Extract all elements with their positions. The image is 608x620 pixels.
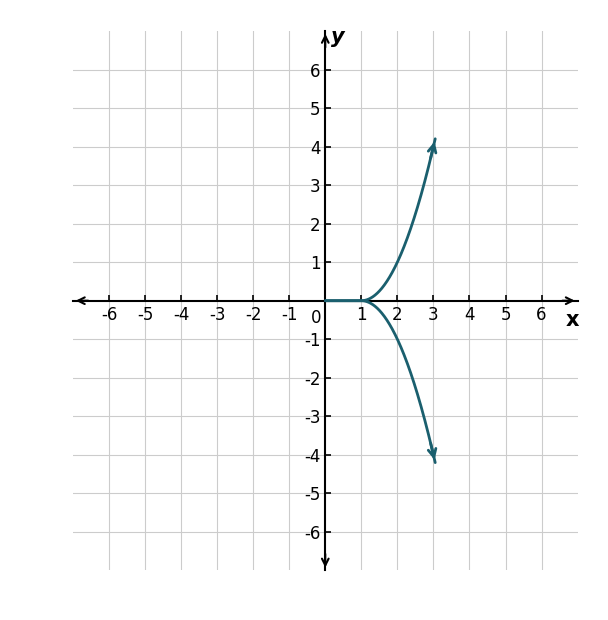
Text: y: y <box>331 27 345 46</box>
Text: 0: 0 <box>311 309 322 327</box>
Text: x: x <box>565 310 579 330</box>
